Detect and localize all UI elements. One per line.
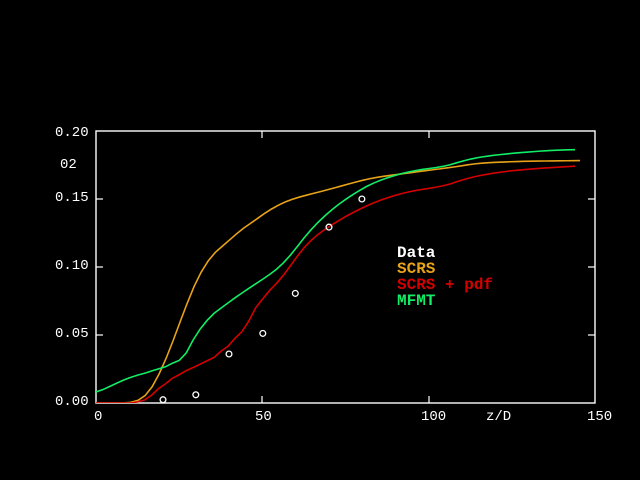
svg-text:50: 50 [255, 409, 272, 425]
svg-text:0.10: 0.10 [55, 258, 89, 274]
svg-text:100: 100 [421, 409, 446, 425]
svg-text:z/D: z/D [486, 409, 511, 425]
svg-text:150: 150 [587, 409, 612, 425]
svg-text:02: 02 [60, 157, 77, 173]
svg-text:MFMT: MFMT [397, 292, 436, 310]
svg-text:0.20: 0.20 [55, 125, 89, 141]
svg-text:0.05: 0.05 [55, 326, 89, 342]
svg-text:0.00: 0.00 [55, 394, 89, 410]
svg-text:0: 0 [94, 409, 102, 425]
svg-text:0.15: 0.15 [55, 190, 89, 206]
